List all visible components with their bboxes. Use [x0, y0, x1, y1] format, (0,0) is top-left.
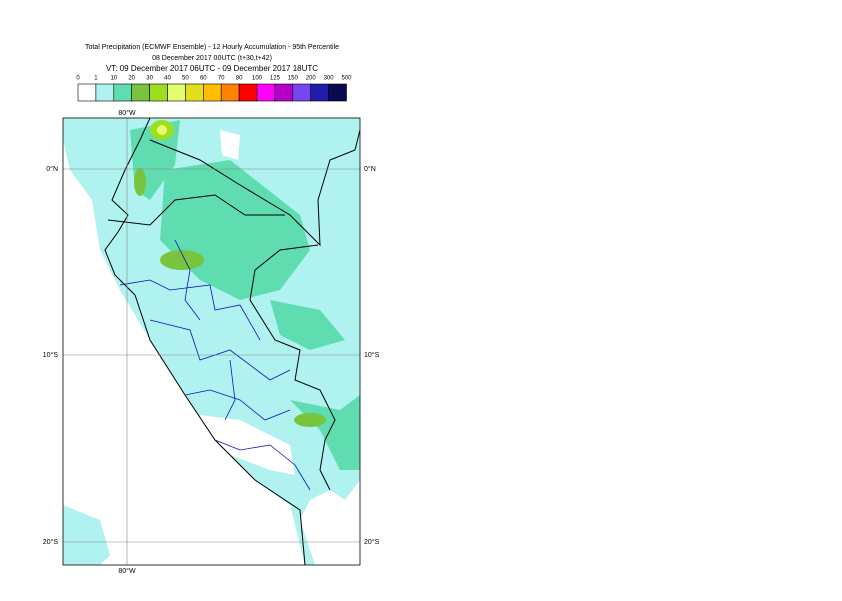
legend-tick-label: 80 [236, 76, 243, 82]
legend-swatch [131, 83, 150, 102]
legend-swatch [256, 83, 276, 102]
legend-tick-label: 1 [94, 76, 98, 82]
legend-tick-label: 20 [128, 76, 135, 82]
lat-label: 0°N [364, 165, 376, 173]
map-frame [62, 117, 361, 566]
precip-peak [157, 125, 167, 135]
dry-area [200, 415, 295, 475]
precip-light [63, 505, 110, 565]
legend-tick-label: 10 [110, 76, 117, 82]
legend-tick-label: 500 [341, 76, 352, 82]
legend-swatch [220, 83, 240, 102]
legend-swatch [95, 83, 115, 102]
borders [104, 118, 360, 565]
map-labels: 80°W 80°W 0°N 0°N 10°S 10°S 20°S 20°S [43, 109, 380, 575]
legend-swatch [77, 83, 97, 102]
title: Total Precipitation (ECMWF Ensemble) - 1… [85, 44, 339, 51]
lat-label: 20°S [364, 538, 380, 546]
precip-moderate [270, 300, 345, 350]
lon-label: 80°W [118, 567, 136, 575]
dry-area [220, 130, 240, 160]
legend-swatch [203, 83, 222, 102]
legend-swatch [167, 83, 186, 102]
legend-tick-label: 40 [164, 76, 171, 82]
legend-swatch [292, 83, 311, 102]
map [63, 118, 360, 565]
lat-label: 0°N [46, 165, 58, 173]
legend-tick-label: 0 [76, 76, 80, 82]
valid-time: VT: 09 December 2017 06UTC - 09 December… [106, 64, 318, 73]
legend-swatch [185, 83, 204, 102]
graticule [63, 118, 360, 565]
legend-tick-label: 100 [252, 76, 263, 82]
precip-heavy [160, 250, 204, 270]
precip-heavy [294, 413, 326, 427]
legend-swatch [113, 83, 133, 102]
legend-tick-label: 125 [270, 76, 281, 82]
lat-label: 10°S [364, 351, 380, 359]
precip-heavy [134, 168, 146, 196]
lon-label: 80°W [118, 109, 136, 117]
legend-tick-label: 150 [288, 76, 299, 82]
legend-swatch [328, 83, 347, 102]
lat-label: 10°S [43, 351, 59, 359]
legend-tick-label: 60 [200, 76, 207, 82]
legend-tick-label: 300 [324, 76, 335, 82]
legend: 0 1 10 20 30 40 50 60 70 80 100 125 150 200 300 500 [76, 76, 352, 102]
legend-tick-label: 30 [146, 76, 153, 82]
legend-swatch [274, 83, 294, 102]
legend-swatch [310, 83, 329, 102]
legend-swatch [238, 83, 258, 102]
legend-swatch [149, 83, 168, 102]
legend-tick-label: 200 [306, 76, 317, 82]
legend-tick-label: 50 [182, 76, 189, 82]
lat-label: 20°S [43, 538, 59, 546]
legend-tick-label: 70 [218, 76, 225, 82]
base-time: 08 December 2017 00UTC (t+30,t+42) [152, 55, 272, 62]
